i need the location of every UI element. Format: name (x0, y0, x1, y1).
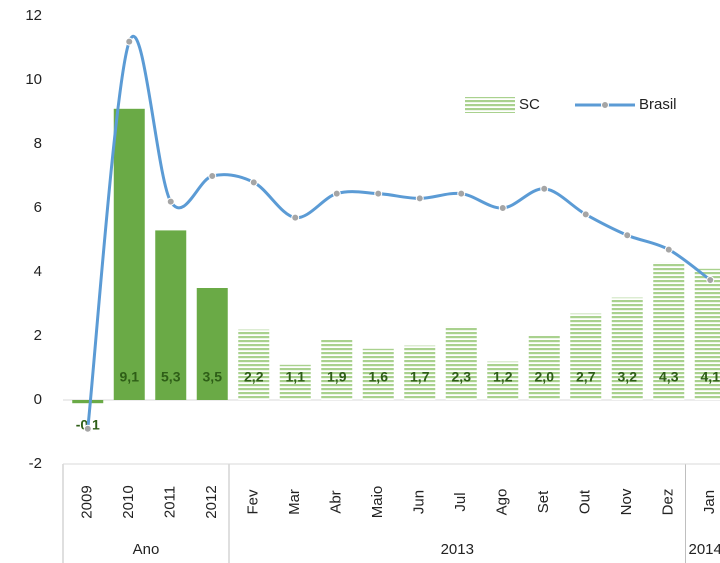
x-tick-label: Set (535, 490, 552, 513)
bar (445, 326, 477, 400)
marker (706, 276, 715, 284)
value-label: 1,2 (493, 369, 513, 385)
bar (694, 268, 720, 400)
bar (238, 329, 270, 400)
bar (279, 364, 311, 400)
x-tick-label: Dez (660, 489, 677, 516)
group-label: 2013 (441, 541, 474, 558)
x-tick-label: 2011 (162, 486, 179, 518)
x-tick-label: Mar (286, 489, 303, 515)
bar (570, 313, 602, 400)
bar (113, 108, 145, 401)
group-label: 2014 (689, 541, 720, 558)
marker (249, 178, 258, 187)
value-label: 3,5 (203, 369, 223, 385)
legend-label: Brasil (639, 96, 677, 113)
x-tick-label: Jul (452, 492, 469, 511)
value-label: 3,2 (618, 369, 638, 385)
value-label: 2,3 (452, 369, 472, 385)
bar (528, 336, 560, 400)
bar (653, 262, 685, 400)
value-label: 5,3 (161, 369, 181, 385)
marker (208, 172, 217, 180)
bar (404, 345, 436, 400)
y-tick-label: 2 (34, 327, 42, 344)
group-label: Ano (133, 541, 160, 558)
bar (611, 297, 643, 400)
value-label: 2,2 (244, 369, 264, 385)
y-tick-label: 4 (34, 263, 42, 280)
bar (321, 339, 353, 400)
bar (196, 288, 228, 400)
marker (374, 189, 383, 198)
marker (83, 424, 92, 433)
x-tick-label: Jan (701, 490, 718, 514)
marker (291, 213, 300, 222)
marker (415, 194, 424, 203)
marker (457, 189, 466, 198)
bar (155, 230, 187, 400)
bar (487, 361, 519, 400)
x-tick-label: Ago (494, 489, 511, 516)
x-tick-label: Nov (618, 488, 635, 515)
marker (498, 204, 507, 212)
bar (362, 348, 394, 400)
marker (332, 189, 341, 198)
y-tick-label: 0 (34, 391, 42, 408)
x-tick-label: 2012 (203, 485, 220, 518)
legend-swatch (465, 97, 515, 113)
value-label: 4,1 (701, 369, 720, 385)
legend-marker (601, 101, 609, 109)
value-label: 1,9 (327, 369, 347, 385)
value-label: 1,7 (410, 369, 430, 385)
marker (125, 37, 134, 46)
y-tick-label: 10 (25, 71, 42, 88)
value-label: 4,3 (659, 369, 679, 385)
value-label: 2,0 (535, 369, 555, 385)
value-label: 1,6 (369, 369, 389, 385)
bar (72, 400, 104, 404)
x-tick-label: Jun (411, 490, 428, 514)
value-label: 9,1 (120, 369, 140, 385)
marker (623, 231, 632, 240)
x-tick-label: Maio (369, 486, 386, 519)
y-tick-label: 12 (25, 7, 42, 24)
y-tick-label: -2 (29, 455, 42, 472)
x-tick-label: Fev (245, 489, 262, 515)
value-label: 2,7 (576, 369, 596, 385)
x-tick-label: Out (577, 489, 594, 514)
x-tick-label: 2010 (120, 485, 137, 518)
x-tick-label: 2009 (79, 485, 96, 518)
marker (581, 210, 590, 219)
marker (664, 245, 673, 254)
x-tick-label: Abr (328, 490, 345, 513)
legend-label: SC (519, 96, 540, 113)
y-tick-label: 6 (34, 199, 42, 216)
marker (540, 184, 549, 193)
y-tick-label: 8 (34, 135, 42, 152)
value-label: 1,1 (286, 369, 306, 385)
marker (166, 197, 175, 206)
